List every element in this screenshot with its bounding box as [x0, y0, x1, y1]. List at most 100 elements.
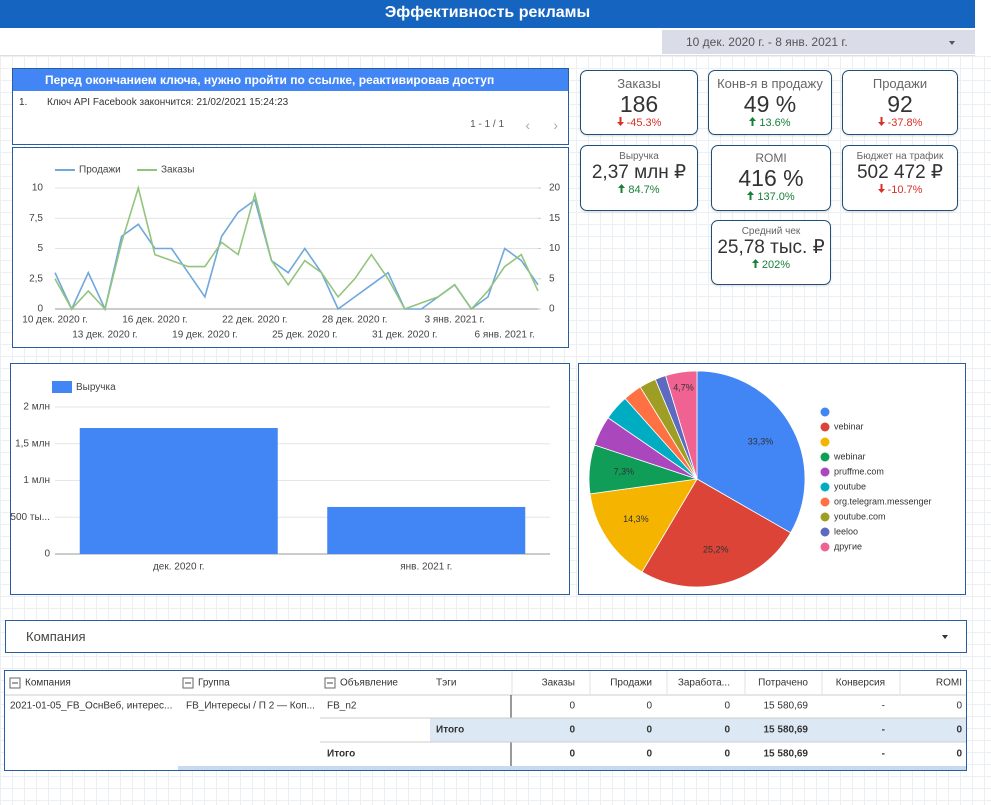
pie-slice: [641, 478, 792, 588]
pagination: 1 - 1 / 1: [470, 119, 504, 130]
legend-label: youtube: [834, 481, 866, 491]
kpi-value: 49 %: [743, 91, 797, 117]
legend-swatch: [820, 512, 830, 522]
x-tick-label: 31 дек. 2020 г.: [372, 330, 437, 341]
column-header: Потрачено: [758, 678, 808, 689]
prev-page[interactable]: ‹: [525, 117, 530, 133]
y-tick-label: 1 млн: [23, 475, 50, 486]
slice-label: 33,3%: [748, 437, 774, 447]
legend-label: Выручка: [76, 382, 116, 393]
kpi-label: Бюджет на трафик: [856, 151, 944, 162]
kpi-value: 92: [887, 91, 913, 117]
kpi-change-row: 137.0%: [712, 191, 830, 203]
x-tick-label: 22 дек. 2020 г.: [222, 315, 287, 326]
x-tick-label: 16 дек. 2020 г.: [122, 315, 187, 326]
x-tick-label: янв. 2021 г.: [400, 562, 452, 573]
cell: 0: [956, 701, 962, 712]
kpi-value: 416 %: [738, 165, 804, 191]
kpi-change: 202%: [761, 258, 791, 271]
column-header: ROMI: [936, 678, 962, 689]
legend-swatch: [820, 452, 830, 462]
kpi-label: Выручка: [619, 151, 659, 162]
kpi-value: 2,37 млн ₽: [591, 162, 687, 183]
line-series: [54, 198, 539, 312]
arrow-shape: [877, 183, 885, 193]
y-tick-label: 7,5: [29, 213, 43, 224]
x-tick-label: 10 дек. 2020 г.: [22, 315, 87, 326]
notice-title: Перед окончанием ключа, нужно пройти по …: [13, 69, 568, 91]
legend-label: org.telegram.messenger: [834, 496, 932, 506]
column-header: Заказы: [542, 678, 575, 689]
legend-swatch: [820, 437, 830, 447]
trend-arrow: [618, 183, 626, 193]
y-tick-label: 2,5: [29, 273, 43, 284]
subtotal-cell: -: [882, 725, 885, 736]
subtotal-cell: 0: [646, 725, 652, 736]
subtotal-cell: 0: [956, 749, 962, 760]
trend-arrow: [747, 191, 755, 201]
subtotal-cell: 15 580,69: [764, 749, 809, 760]
column-header: Тэги: [436, 678, 456, 689]
legend-swatch: [820, 482, 830, 492]
cell: 0: [646, 701, 652, 712]
cell: FB_n2: [327, 701, 357, 712]
legend-swatch: [52, 381, 72, 393]
arrow-shape: [618, 183, 626, 193]
subtotal-band: [430, 718, 966, 742]
column-header: Группа: [198, 678, 230, 689]
date-range: 10 дек. 2020 г. - 8 янв. 2021 г.: [686, 35, 848, 49]
next-page[interactable]: ›: [553, 117, 558, 133]
column-header: Конверсия: [836, 678, 885, 689]
dropdown-caret: [942, 635, 948, 639]
y2-tick-label: 10: [549, 243, 561, 254]
kpi-label: Конв-я в продажу: [717, 76, 823, 91]
y-tick-label: 1,5 млн: [15, 438, 50, 449]
kpi-change: 84.7%: [628, 183, 660, 196]
kpi-change: -45.3%: [626, 117, 662, 130]
x-tick-label: 19 дек. 2020 г.: [172, 330, 237, 341]
legend-swatch: [820, 497, 830, 507]
subtotal-cell: 0: [724, 725, 730, 736]
trend-arrow: [616, 117, 624, 127]
legend-swatch: [820, 527, 830, 537]
company-filter[interactable]: Компания: [5, 620, 967, 653]
y2-tick-label: 0: [549, 304, 555, 315]
legend-label: другие: [834, 541, 862, 551]
column-header: Заработа...: [678, 677, 730, 689]
kpi-value: 25,78 тыс. ₽: [717, 237, 825, 258]
legend-label: youtube.com: [834, 511, 886, 521]
slice-label: 25,2%: [703, 544, 729, 554]
subtotal-cell: 0: [724, 749, 730, 760]
legend-swatch: [820, 422, 830, 432]
subtotal-cell: 0: [569, 725, 575, 736]
row-index: 1.: [19, 97, 28, 108]
legend-label: Заказы: [161, 165, 194, 176]
subtotal-cell: 0: [956, 725, 962, 736]
column-header: Объявление: [340, 677, 398, 689]
y-tick-label: 500 ты...: [10, 512, 50, 523]
pie-slice: [696, 370, 806, 534]
legend-swatch: [820, 542, 830, 552]
legend-label: leeloo: [834, 526, 858, 536]
date-range-picker[interactable]: 10 дек. 2020 г. - 8 янв. 2021 г.: [662, 30, 975, 54]
subtotal-cell: 15 580,69: [764, 725, 809, 736]
x-tick-label: 28 дек. 2020 г.: [322, 315, 387, 326]
arrow-shape: [616, 117, 624, 127]
x-tick-label: дек. 2020 г.: [153, 562, 205, 573]
legend-label: vebinar: [834, 421, 864, 431]
kpi-change: 137.0%: [757, 191, 795, 204]
bar: [327, 506, 526, 554]
subtotal-cell: 0: [646, 749, 652, 760]
trend-arrow: [751, 258, 759, 268]
kpi-label: Продажи: [872, 76, 928, 91]
trend-arrow: [877, 117, 885, 127]
cell: 0: [569, 701, 575, 712]
arrow-shape: [749, 117, 757, 127]
pie-slice: [665, 370, 698, 480]
kpi-card: Конв-я в продажу 49 % 13.6%: [708, 70, 832, 135]
y-tick-label: 0: [44, 549, 50, 560]
kpi-value: 186: [619, 91, 659, 117]
notice-row: 1. Ключ API Facebook закончится: 21/02/20…: [19, 97, 288, 108]
y-tick-label: 2 млн: [23, 402, 50, 413]
